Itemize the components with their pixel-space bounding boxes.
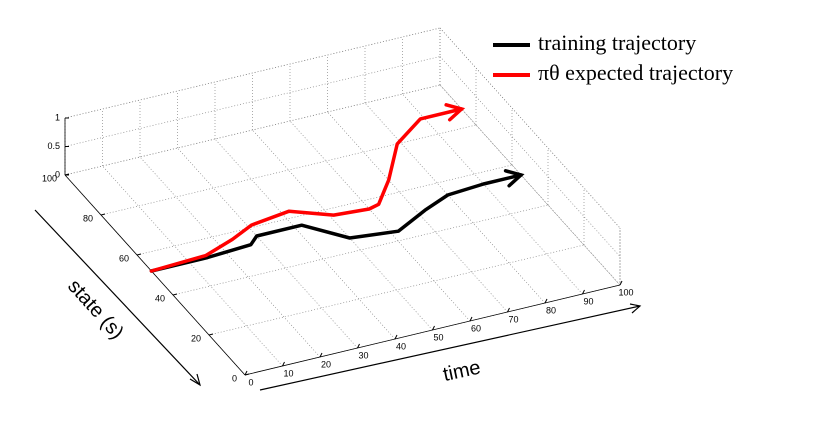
x-tick-label: 70 <box>508 314 518 324</box>
x-tick-label: 100 <box>618 287 633 297</box>
grid-line <box>100 124 477 216</box>
grid-line <box>64 27 441 119</box>
x-tick-label: 20 <box>321 359 331 369</box>
y-tick <box>136 253 142 256</box>
x-tick-label: 0 <box>248 377 253 387</box>
z-tick-label: 1 <box>55 112 60 122</box>
grid-line <box>172 204 549 296</box>
grid-line <box>139 156 321 358</box>
x-tick <box>319 352 323 358</box>
y-tick <box>244 373 250 376</box>
x-tick-label: 30 <box>358 350 368 360</box>
legend-label: πθ expected trajectory <box>538 60 733 85</box>
legend-label: training trajectory <box>538 30 696 55</box>
arrowhead <box>503 169 525 188</box>
y-tick-label: 100 <box>42 173 57 183</box>
y-tick <box>208 333 214 336</box>
y-axis-label: state (s) <box>63 275 128 343</box>
y-tick-label: 0 <box>232 373 237 383</box>
state-axis-arrowhead <box>189 373 201 387</box>
x-tick <box>619 280 623 286</box>
state-axis-arrow <box>34 209 201 386</box>
x-tick-label: 40 <box>396 341 406 351</box>
arrowhead <box>444 103 466 122</box>
grid-line <box>208 244 585 336</box>
grid-line <box>214 138 396 340</box>
x-tick <box>432 325 435 331</box>
x-tick-label: 80 <box>546 305 556 315</box>
grid-line <box>177 147 358 349</box>
time-axis-arrowhead <box>629 303 642 314</box>
x-tick <box>394 334 398 340</box>
x-tick-label: 50 <box>433 332 443 342</box>
x-tick <box>469 316 473 322</box>
x-tick <box>507 307 510 313</box>
z-tick-label: 0 <box>55 169 60 179</box>
trajectory <box>149 173 523 273</box>
trajectory <box>149 107 464 273</box>
grid-line <box>289 120 471 322</box>
x-axis-label: time <box>441 357 483 386</box>
x-tick <box>282 361 285 367</box>
x-tick-label: 90 <box>583 296 593 306</box>
grid-line <box>64 56 441 147</box>
y-tick <box>172 293 178 296</box>
time-axis-arrow <box>259 305 641 391</box>
y-tick <box>100 213 106 216</box>
x-tick <box>544 298 548 304</box>
grid-line <box>64 84 441 176</box>
grid-line <box>136 164 513 256</box>
x-tick-label: 60 <box>471 323 481 333</box>
x-tick-label: 10 <box>283 368 293 378</box>
grid-line <box>439 56 621 257</box>
y-tick-label: 60 <box>119 253 129 263</box>
y-tick-label: 20 <box>191 333 201 343</box>
y-tick-label: 40 <box>155 293 165 303</box>
grid-line <box>402 93 583 295</box>
y-axis-line <box>64 174 246 376</box>
grid-line <box>439 27 621 229</box>
y-tick-label: 80 <box>83 213 93 223</box>
z-tick-label: 0.5 <box>47 141 60 151</box>
x-tick <box>357 343 360 349</box>
x-tick <box>582 289 585 295</box>
x-tick <box>244 370 248 376</box>
grid-line <box>364 102 546 304</box>
